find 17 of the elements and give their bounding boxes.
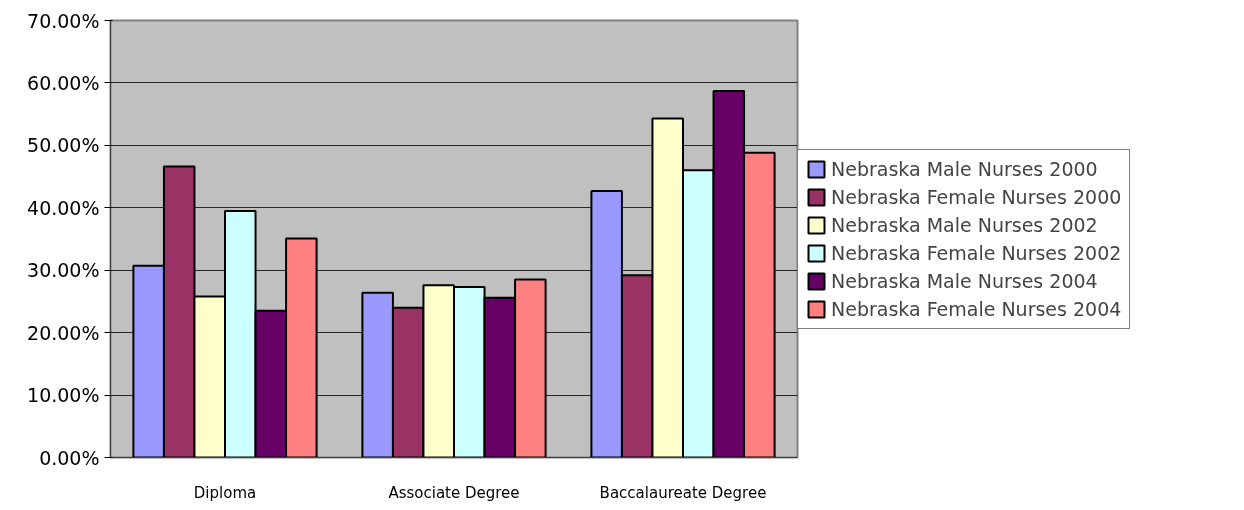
y-tick-label: 60.00% <box>27 71 100 94</box>
x-tick-label: Associate Degree <box>388 483 520 502</box>
y-tick-label: 50.00% <box>27 134 100 157</box>
y-tick-label: 0.00% <box>39 446 100 469</box>
x-tick-label: Diploma <box>193 483 257 502</box>
legend-label: Nebraska Female Nurses 2002 <box>831 241 1122 264</box>
legend-label: Nebraska Female Nurses 2000 <box>831 185 1122 208</box>
x-tick-label: Baccalaureate Degree <box>599 483 767 502</box>
y-tick-label: 70.00% <box>27 9 100 32</box>
y-tick-label: 10.00% <box>27 384 100 407</box>
legend-label: Nebraska Male Nurses 2004 <box>831 269 1098 292</box>
y-tick-label: 20.00% <box>27 321 100 344</box>
legend-label: Nebraska Female Nurses 2004 <box>831 297 1122 320</box>
legend-label: Nebraska Male Nurses 2000 <box>831 157 1098 180</box>
y-tick-label: 30.00% <box>27 259 100 282</box>
legend-label: Nebraska Male Nurses 2002 <box>831 213 1098 236</box>
y-tick-label: 40.00% <box>27 196 100 219</box>
